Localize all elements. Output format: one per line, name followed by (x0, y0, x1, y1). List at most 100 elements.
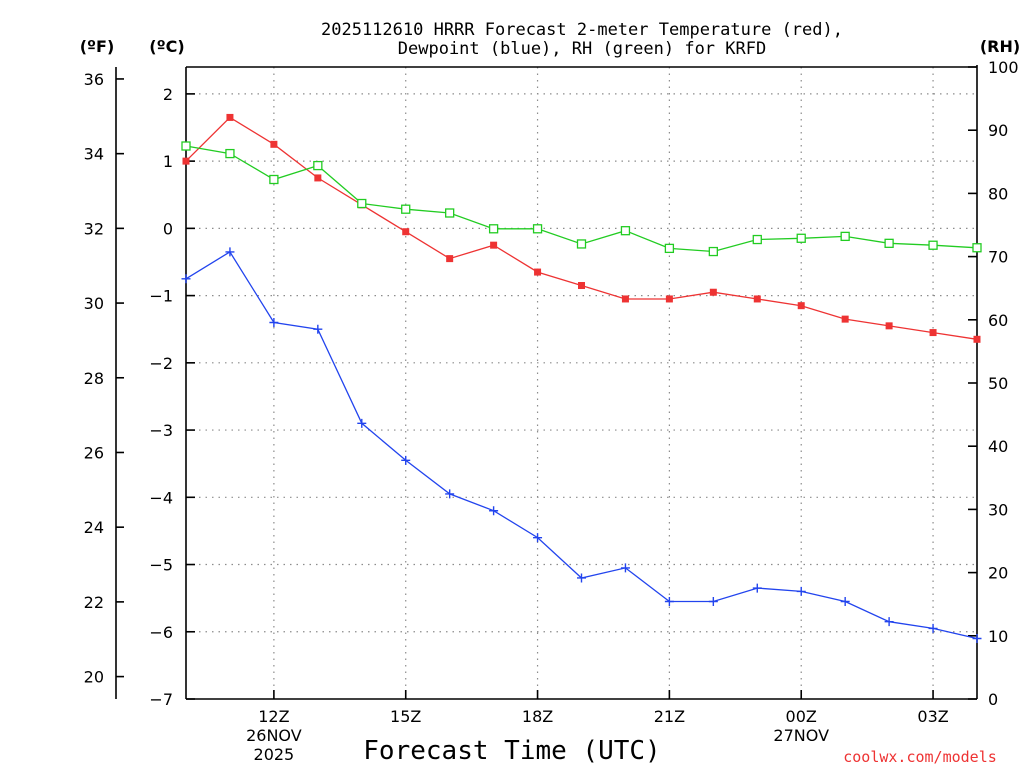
fahrenheit-tick-label: 26 (84, 443, 104, 462)
celsius-tick-label: 2 (163, 85, 173, 104)
x-tick-label: 00Z (786, 707, 817, 726)
fahrenheit-tick-label: 32 (84, 219, 104, 238)
dewpoint-point (620, 563, 630, 573)
x-tick-label: 21Z (654, 707, 685, 726)
2-meter-temperature-point (621, 295, 629, 303)
relative-humidity-point (576, 239, 587, 249)
2-meter-temperature-point (490, 241, 498, 249)
2-meter-temperature-point (841, 315, 849, 323)
2-meter-temperature-point (578, 282, 585, 290)
dewpoint-point (181, 274, 191, 284)
celsius-unit-label: (ºC) (149, 37, 184, 56)
celsius-tick-label: −3 (149, 421, 173, 440)
fahrenheit-tick-label: 24 (84, 518, 104, 537)
fahrenheit-tick-label: 36 (84, 70, 104, 89)
relative-humidity-point (796, 233, 806, 243)
fahrenheit-tick-label: 34 (84, 145, 104, 164)
fahrenheit-tick-label: 30 (84, 294, 104, 313)
2-meter-temperature-point (665, 295, 673, 303)
celsius-tick-label: 0 (163, 219, 173, 238)
rh-unit-label: (RH) (980, 37, 1020, 56)
rh-tick-label: 70 (988, 248, 1008, 267)
relative-humidity-point (313, 160, 323, 171)
2-meter-temperature-point (929, 329, 937, 337)
grid-lines (186, 67, 977, 699)
dewpoint-point (269, 317, 279, 327)
x-tick-date: 27NOV (773, 726, 829, 745)
2-meter-temperature-point (446, 255, 454, 263)
2-meter-temperature-point (797, 302, 805, 310)
fahrenheit-tick-label: 28 (84, 369, 104, 388)
relative-humidity-point (532, 224, 543, 234)
relative-humidity-point (269, 174, 279, 185)
x-tick-label: 03Z (917, 707, 948, 726)
dewpoint-point (928, 623, 938, 633)
2-meter-temperature-point (973, 335, 981, 343)
relative-humidity-point (752, 234, 762, 245)
celsius-tick-label: −7 (149, 690, 173, 709)
x-tick-year: 2025 (254, 745, 295, 764)
dewpoint-point (840, 597, 850, 607)
2-meter-temperature-point (270, 140, 278, 148)
fahrenheit-tick-label: 20 (84, 668, 104, 687)
relative-humidity-point (445, 208, 455, 218)
celsius-tick-label: −6 (149, 623, 173, 642)
rh-tick-label: 20 (988, 564, 1008, 583)
x-tick-date: 26NOV (246, 726, 302, 745)
2-meter-temperature-point (314, 174, 322, 182)
rh-tick-label: 50 (988, 374, 1008, 393)
credit-link[interactable]: coolwx.com/models (843, 748, 997, 766)
chart-title-line2: Dewpoint (blue), RH (green) for KRFD (398, 39, 766, 59)
x-tick-label: 15Z (390, 707, 421, 726)
x-axis-label: Forecast Time (UTC) (363, 736, 660, 766)
rh-tick-label: 90 (988, 121, 1008, 140)
fahrenheit-unit-label: (ºF) (80, 37, 115, 56)
relative-humidity-point (620, 226, 631, 236)
relative-humidity-series-line (185, 145, 978, 253)
celsius-tick-label: −1 (149, 287, 173, 306)
rh-tick-label: 100 (988, 58, 1019, 77)
rh-tick-label: 60 (988, 311, 1008, 330)
celsius-tick-label: 1 (163, 152, 173, 171)
rh-tick-label: 30 (988, 500, 1008, 519)
relative-humidity-point (488, 224, 499, 234)
data-series (181, 113, 982, 643)
tick-labels: −7 −6 −5 −4 −3 −2 −1 0 1 2 20 22 24 26 28 30 32 34 36 0 10 20… (84, 58, 1019, 764)
dewpoint-point (401, 455, 411, 465)
rh-tick-label: 80 (988, 184, 1008, 203)
2-meter-temperature-point (753, 295, 761, 303)
relative-humidity-point (357, 198, 367, 209)
dewpoint-point (445, 489, 455, 499)
rh-tick-label: 10 (988, 627, 1008, 646)
relative-humidity-point (840, 231, 850, 242)
celsius-tick-label: −4 (149, 488, 173, 507)
2-meter-temperature-point (534, 268, 542, 276)
rh-tick-label: 0 (988, 690, 998, 709)
2-meter-temperature-point (226, 113, 234, 121)
dewpoint-point (577, 573, 586, 583)
chart-title-line1: 2025112610 HRRR Forecast 2-meter Tempera… (321, 20, 843, 40)
x-tick-label: 18Z (522, 707, 553, 726)
dewpoint-point (357, 418, 367, 428)
2-meter-temperature-point (402, 228, 410, 236)
dewpoint-point (972, 633, 982, 643)
dewpoint-point (533, 533, 543, 543)
dewpoint-point (225, 247, 235, 257)
relative-humidity-point (225, 148, 235, 159)
relative-humidity-point (884, 238, 894, 248)
dewpoint-point (489, 506, 499, 516)
2-meter-temperature-point (885, 322, 893, 330)
relative-humidity-point (708, 246, 718, 257)
relative-humidity-point (928, 240, 938, 250)
dewpoint-point (664, 597, 674, 607)
dewpoint-point (752, 583, 762, 593)
dewpoint-point (313, 324, 323, 334)
relative-humidity-point (664, 243, 675, 254)
relative-humidity-point (972, 243, 982, 253)
2-meter-temperature-point (709, 288, 717, 296)
celsius-tick-label: −2 (149, 354, 173, 373)
x-tick-label: 12Z (258, 707, 289, 726)
dewpoint-point (884, 617, 894, 627)
fahrenheit-tick-label: 22 (84, 593, 104, 612)
